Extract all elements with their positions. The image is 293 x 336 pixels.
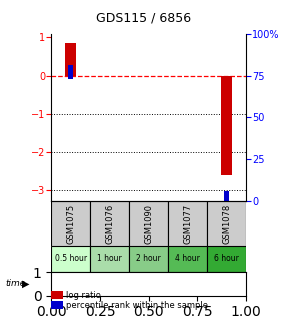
Text: 2 hour: 2 hour bbox=[136, 254, 161, 263]
Text: GSM1090: GSM1090 bbox=[144, 204, 153, 244]
Text: ▶: ▶ bbox=[22, 279, 30, 289]
Text: GSM1078: GSM1078 bbox=[222, 204, 231, 244]
Bar bbox=[224, 191, 229, 205]
Bar bbox=[51, 201, 90, 246]
Text: GSM1075: GSM1075 bbox=[66, 204, 75, 244]
Bar bbox=[207, 201, 246, 246]
Text: 1 hour: 1 hour bbox=[97, 254, 122, 263]
Text: GSM1077: GSM1077 bbox=[183, 204, 192, 244]
Bar bbox=[168, 246, 207, 272]
Text: time: time bbox=[6, 280, 26, 288]
Text: percentile rank within the sample: percentile rank within the sample bbox=[66, 301, 208, 309]
Text: 6 hour: 6 hour bbox=[214, 254, 239, 263]
Text: log ratio: log ratio bbox=[66, 291, 101, 299]
Bar bbox=[65, 43, 76, 76]
Bar bbox=[207, 246, 246, 272]
Bar bbox=[90, 201, 129, 246]
Bar bbox=[221, 76, 232, 175]
Bar bbox=[129, 246, 168, 272]
Text: 4 hour: 4 hour bbox=[175, 254, 200, 263]
Bar bbox=[90, 246, 129, 272]
Bar bbox=[51, 246, 90, 272]
Bar bbox=[69, 66, 73, 79]
Text: GSM1076: GSM1076 bbox=[105, 204, 114, 244]
Text: GDS115 / 6856: GDS115 / 6856 bbox=[96, 12, 191, 25]
Bar bbox=[129, 201, 168, 246]
Bar bbox=[168, 201, 207, 246]
Text: 0.5 hour: 0.5 hour bbox=[55, 254, 87, 263]
